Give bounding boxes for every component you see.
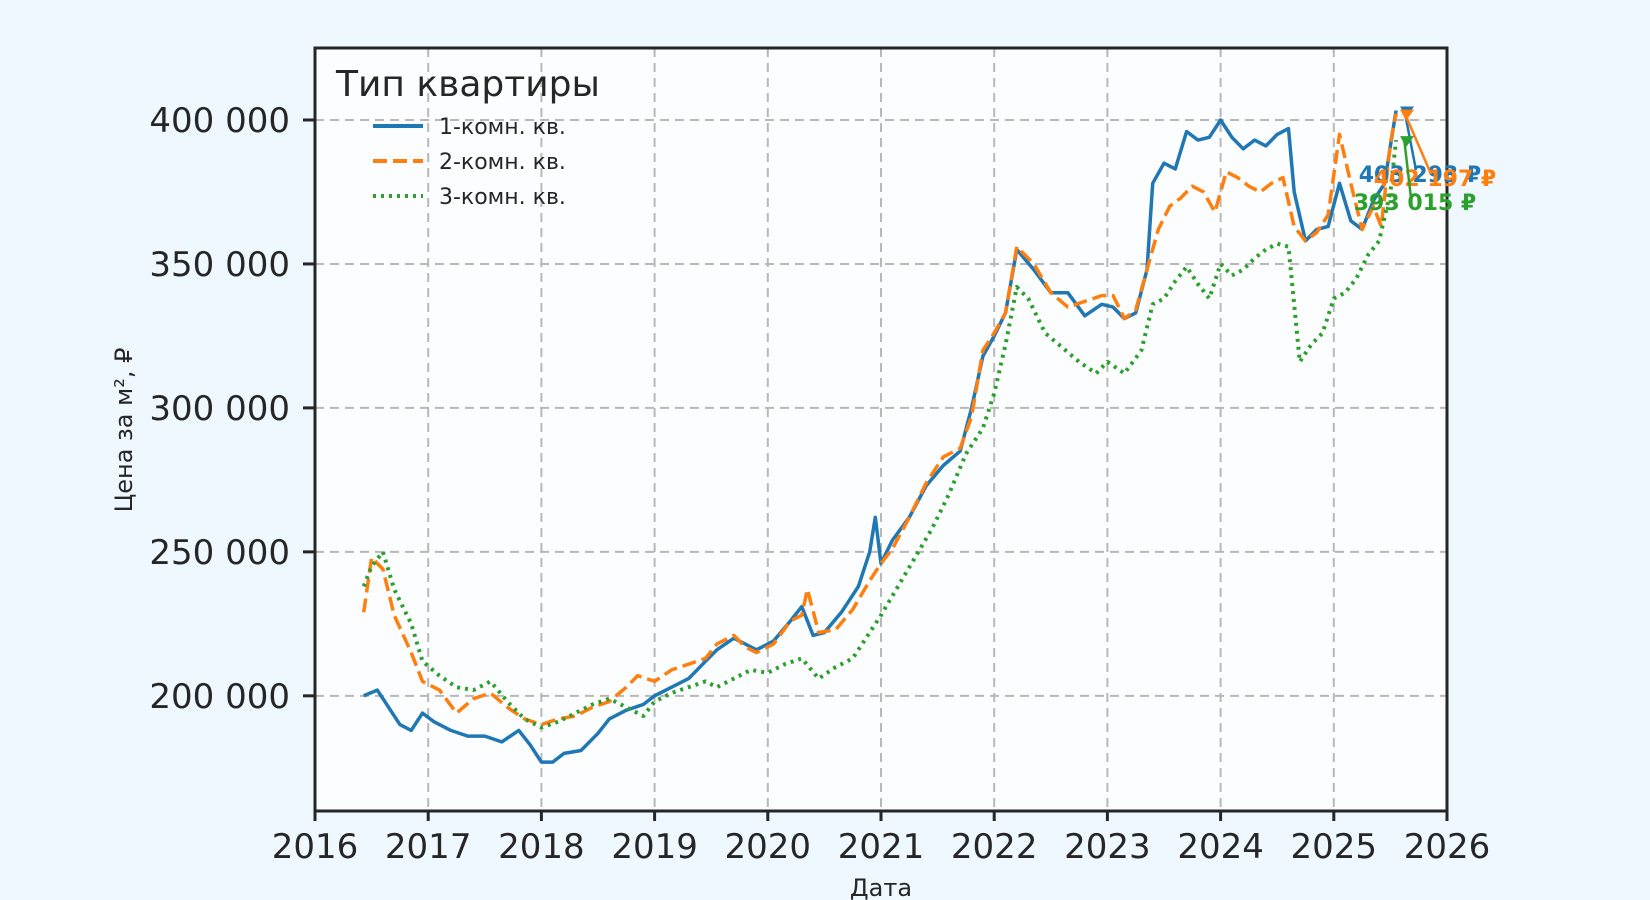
x-tick-label: 2018 <box>498 827 585 867</box>
x-tick-label: 2025 <box>1291 827 1378 867</box>
legend: Тип квартиры 1-комн. кв. 2-комн. кв. 3-ком… <box>335 64 600 210</box>
y-tick-label: 200 000 <box>149 677 290 717</box>
annotation-label: 393 015 ₽ <box>1354 191 1476 216</box>
annotation-arrowhead <box>1400 109 1415 121</box>
y-axis-label: Цена за м², ₽ <box>110 348 138 513</box>
series-line-2 <box>361 113 1398 727</box>
legend-entry: 3-комн. кв. <box>439 185 566 210</box>
x-tick-label: 2024 <box>1177 827 1264 867</box>
legend-title: Тип квартиры <box>335 64 600 105</box>
legend-entry: 1-комн. кв. <box>439 115 566 140</box>
annotation-arrow <box>1402 111 1433 175</box>
y-tick-label: 250 000 <box>149 533 290 573</box>
annotation-arrowhead <box>1400 136 1415 148</box>
annotation-arrow <box>1402 137 1413 199</box>
x-tick-label: 2022 <box>951 827 1038 867</box>
x-axis: 2016 2017 2018 2019 2020 2021 2022 2023 2024 2025… <box>272 811 1491 867</box>
x-tick-label: 2020 <box>725 827 812 867</box>
annotation-label: 403 293 ₽ <box>1359 163 1481 188</box>
x-tick-label: 2023 <box>1064 827 1151 867</box>
x-axis-label: Дата <box>850 874 912 900</box>
y-axis: 200 000 250 000 300 000 350 000 400 000 <box>149 101 315 717</box>
x-tick-label: 2019 <box>611 827 698 867</box>
x-tick-label: 2017 <box>385 827 472 867</box>
annotation-label: 402 197 ₽ <box>1374 167 1496 192</box>
x-tick-label: 2016 <box>272 827 359 867</box>
y-tick-label: 400 000 <box>149 101 290 141</box>
x-tick-label: 2021 <box>838 827 925 867</box>
y-tick-label: 350 000 <box>149 245 290 285</box>
series-layer <box>361 110 1399 764</box>
annotations: 403 293 ₽402 197 ₽393 015 ₽ <box>1354 106 1496 216</box>
x-tick-label: 2026 <box>1404 827 1491 867</box>
y-tick-label: 300 000 <box>149 389 290 429</box>
legend-entry: 2-комн. кв. <box>439 150 566 175</box>
series-line-3 <box>361 139 1399 730</box>
